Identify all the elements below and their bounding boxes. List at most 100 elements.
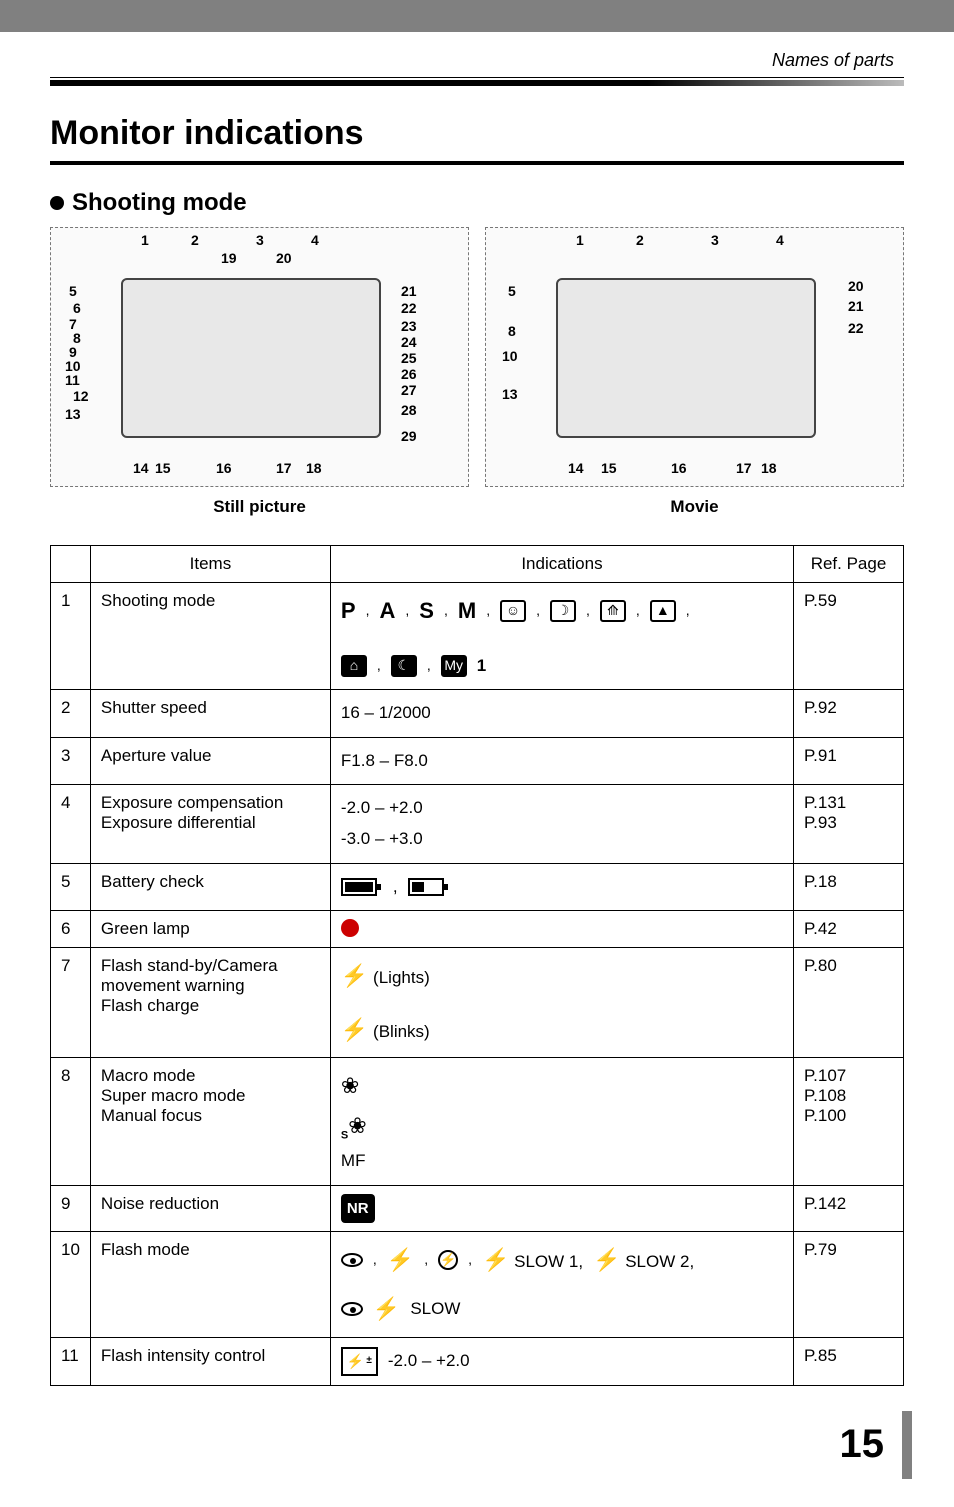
still-screen [121,278,381,438]
callout: 16 [671,460,687,476]
row-number: 1 [51,583,91,690]
callout: 29 [401,428,417,444]
header-blank [51,546,91,583]
row-ref-page: P.107P.108P.100 [794,1058,904,1185]
callout: 1 [576,232,584,248]
callout: 4 [776,232,784,248]
mode-letter: P [341,591,356,631]
callout: 5 [508,283,516,299]
header-indications: Indications [330,546,793,583]
movie-diagram: 1 2 3 4 5 8 10 13 20 21 22 14 15 16 17 1… [485,227,904,517]
callout: 27 [401,382,417,398]
section-text: Shooting mode [72,189,247,217]
bullet-icon [50,196,64,210]
row-indications: ⚡ (Lights)⚡ (Blinks) [330,948,793,1058]
callout: 15 [601,460,617,476]
callout: 26 [401,366,417,382]
mode-letter: S [419,591,434,631]
row-indications: -2.0 – +2.0-3.0 – +3.0 [330,785,793,863]
gradient-divider [50,80,904,86]
callout: 13 [65,406,81,422]
row-items: Green lamp [90,911,330,948]
row-ref-page: P.18 [794,863,904,911]
top-bar [0,0,954,32]
nr-badge-icon: NR [341,1194,375,1223]
callout: 22 [401,300,417,316]
indications-table: Items Indications Ref. Page 1Shooting mo… [50,545,904,1386]
callout: 10 [502,348,518,364]
page-title: Monitor indications [50,114,904,153]
row-number: 5 [51,863,91,911]
table-row: 8Macro modeSuper macro modeManual focus ❀… [51,1058,904,1185]
table-row: 9Noise reductionNRP.142 [51,1185,904,1231]
thin-divider [50,77,904,78]
battery-full-icon [341,878,377,896]
row-ref-page: P.142 [794,1185,904,1231]
row-number: 8 [51,1058,91,1185]
row-indications: , [330,863,793,911]
callout: 22 [848,320,864,336]
row-indications: ,⚡,⚡,⚡ SLOW 1,⚡ SLOW 2,⚡ SLOW [330,1231,793,1337]
callout: 21 [848,298,864,314]
row-items: Shooting mode [90,583,330,690]
callout: 14 [133,460,149,476]
row-number: 10 [51,1231,91,1337]
callout: 2 [191,232,199,248]
callout: 15 [155,460,171,476]
callout: 12 [73,388,89,404]
table-header-row: Items Indications Ref. Page [51,546,904,583]
macro-icon: ❀ [341,1073,359,1098]
callout: 11 [65,372,80,388]
mf-label: MF [341,1146,783,1177]
flash-intensity-icon: ⚡± [341,1347,378,1376]
callout: 18 [761,460,777,476]
breadcrumb: Names of parts [0,32,954,77]
row-indications: ❀S❀MF [330,1058,793,1185]
scene-mode-icon: My [441,655,467,677]
row-indications: NR [330,1185,793,1231]
section-label: Shooting mode [50,189,904,217]
row-indications [330,911,793,948]
row-ref-page: P.42 [794,911,904,948]
green-lamp-icon [341,919,359,937]
row-number: 9 [51,1185,91,1231]
callout: 17 [276,460,292,476]
callout: 28 [401,402,417,418]
row-ref-page: P.92 [794,690,904,738]
scene-mode-icon: ☽ [550,600,576,622]
callout: 24 [401,334,417,350]
row-items: Flash stand-by/Camera movement warningFl… [90,948,330,1058]
callout: 5 [69,283,77,299]
callout: 4 [311,232,319,248]
mode-letter: A [380,591,396,631]
movie-caption: Movie [670,497,718,517]
row-indications: F1.8 – F8.0 [330,737,793,785]
table-row: 1Shooting modeP,A,S,M,☺,☽,⟰,▲,⌂,☾,My1P.5… [51,583,904,690]
redeye-icon [341,1253,363,1267]
callout: 25 [401,350,417,366]
row-items: Battery check [90,863,330,911]
thick-divider [50,161,904,165]
callout: 20 [848,278,864,294]
header-items: Items [90,546,330,583]
row-ref-page: P.79 [794,1231,904,1337]
scene-mode-icon: ⌂ [341,655,367,677]
callout: 23 [401,318,417,334]
callout: 20 [276,250,292,266]
row-ref-page: P.131P.93 [794,785,904,863]
row-items: Aperture value [90,737,330,785]
row-number: 3 [51,737,91,785]
flash-icon: ⚡ [387,1240,414,1280]
callout: 8 [508,323,516,339]
callout: 3 [256,232,264,248]
row-items: Flash mode [90,1231,330,1337]
row-ref-page: P.80 [794,948,904,1058]
row-number: 4 [51,785,91,863]
callout: 6 [73,300,81,316]
row-items: Macro modeSuper macro modeManual focus [90,1058,330,1185]
movie-screen [556,278,816,438]
table-row: 2Shutter speed16 – 1/2000P.92 [51,690,904,738]
callout: 16 [216,460,232,476]
still-diagram: 1 2 3 4 19 20 5 6 7 8 9 10 11 12 13 21 2… [50,227,469,517]
callout: 3 [711,232,719,248]
